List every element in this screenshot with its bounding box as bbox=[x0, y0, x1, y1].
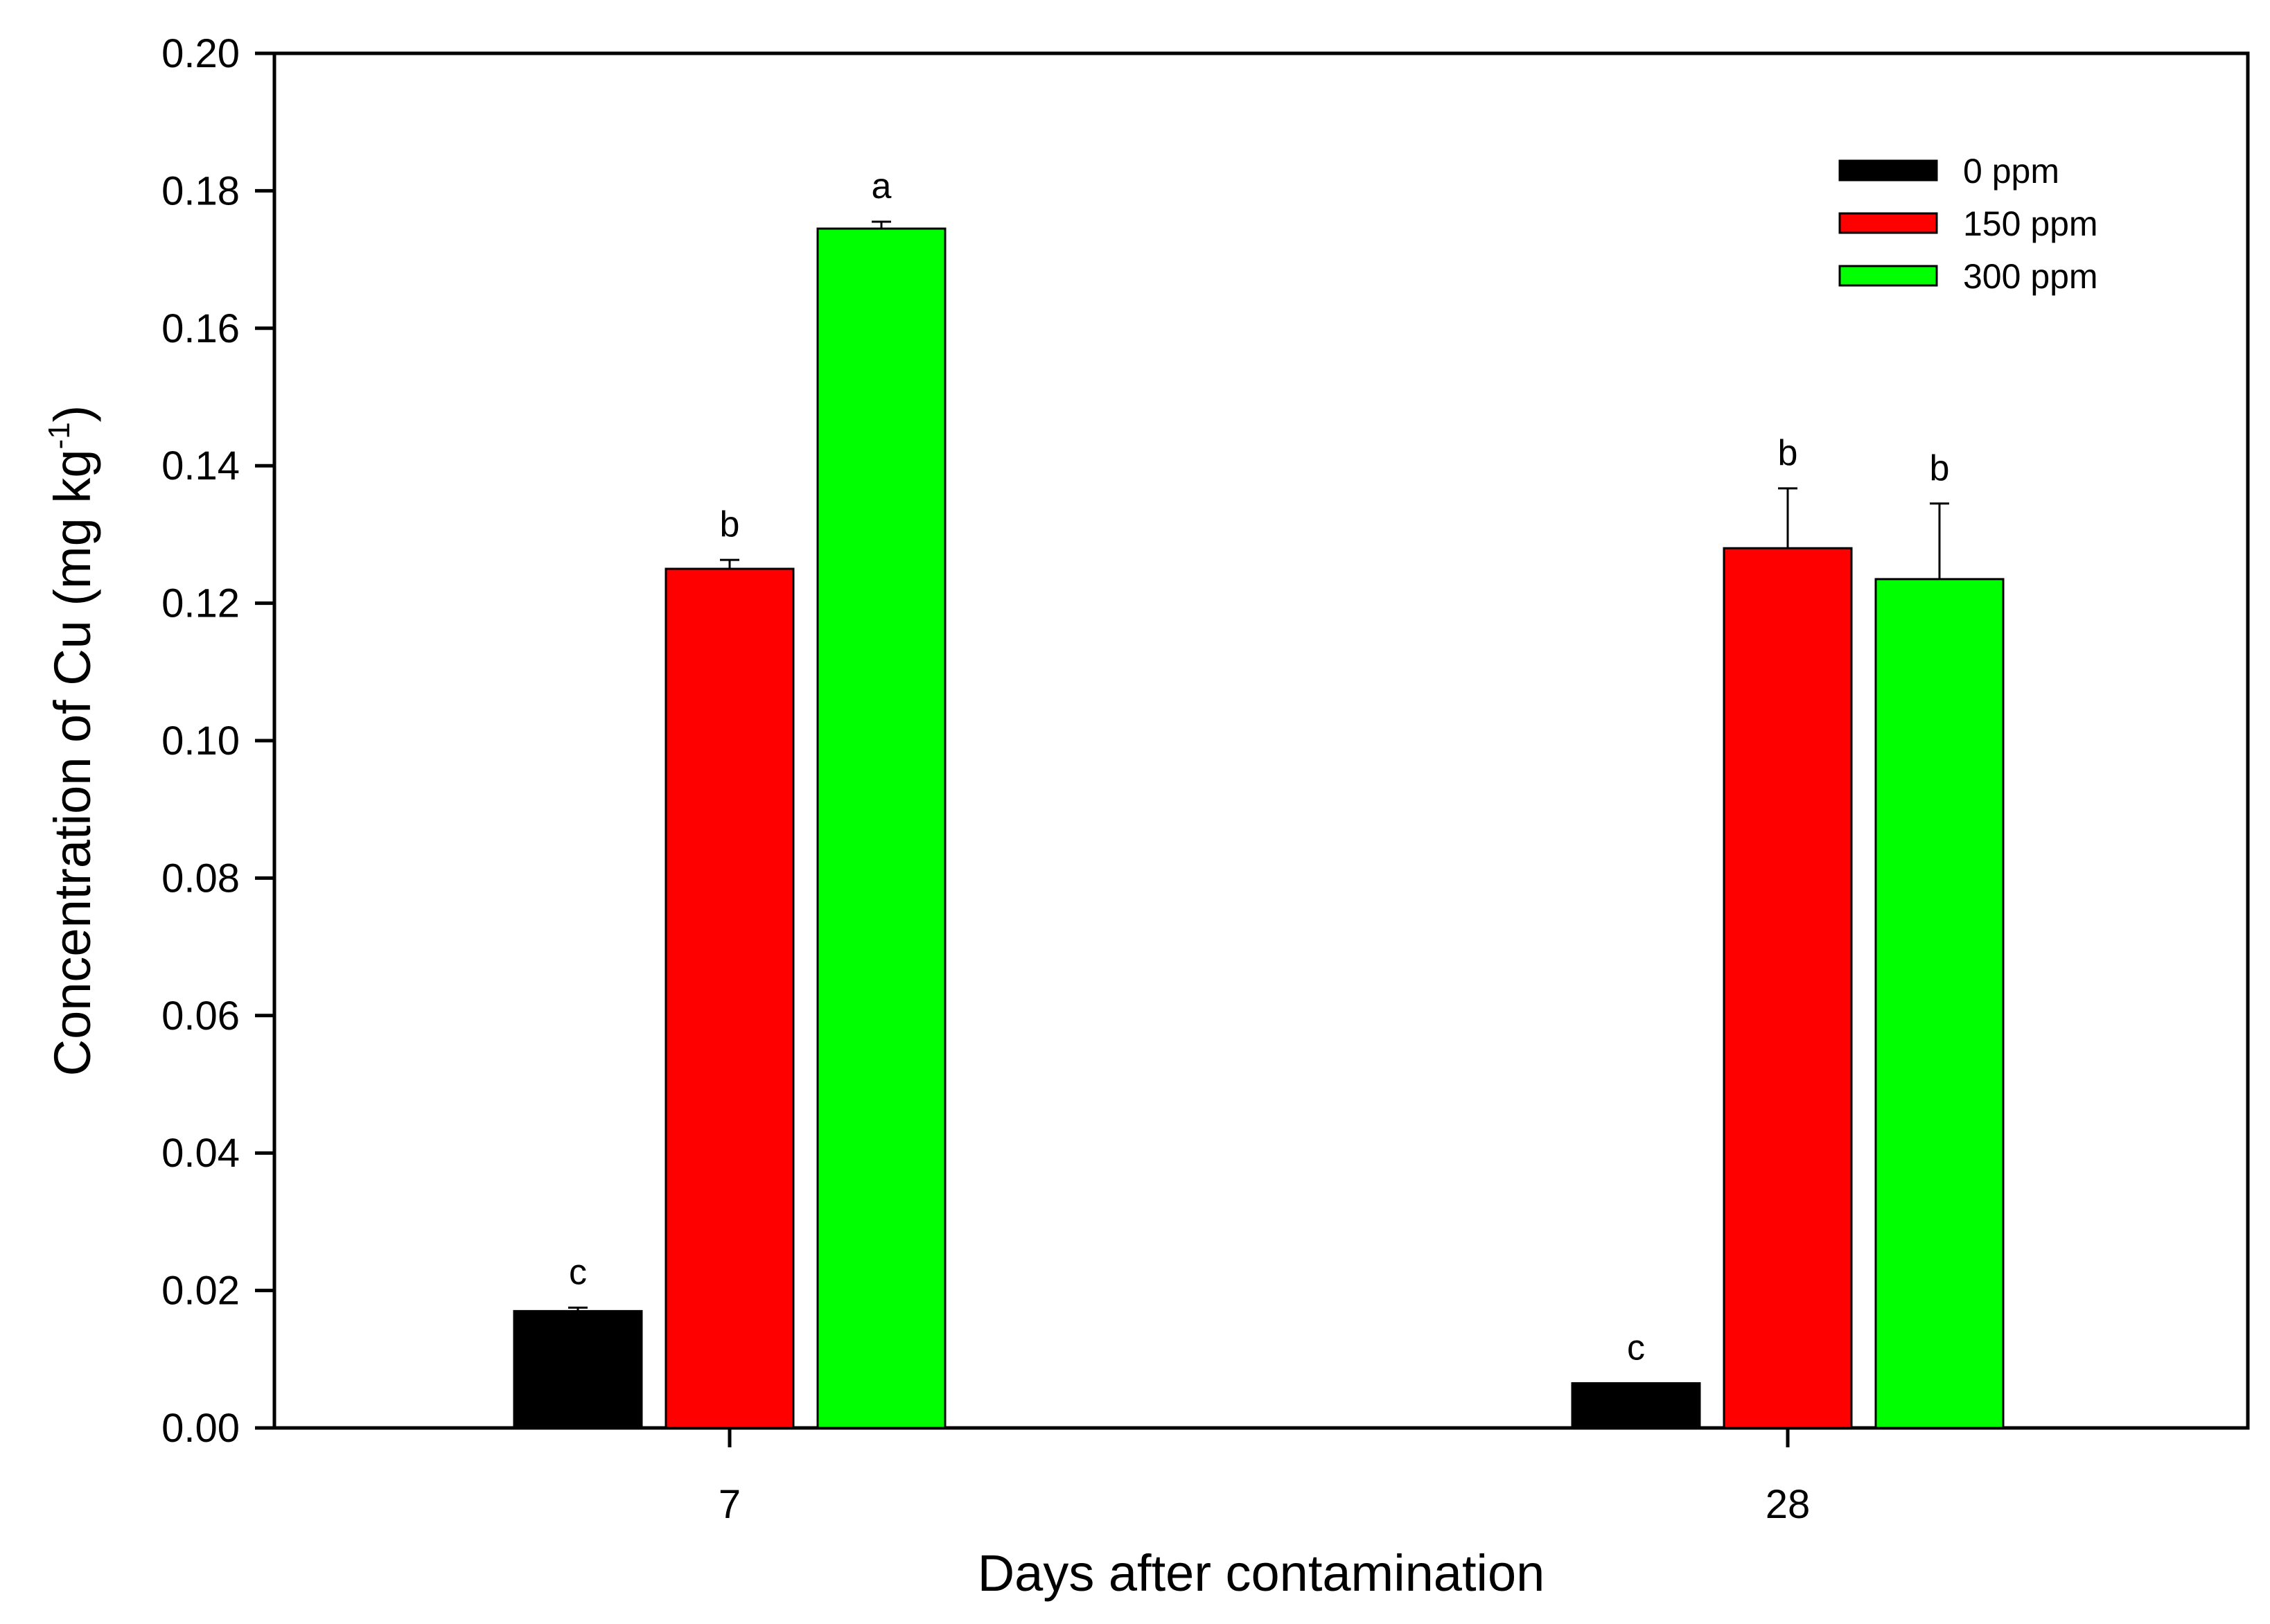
bar bbox=[1874, 578, 2005, 1429]
significance-label: b bbox=[720, 504, 740, 545]
y-tick-label: 0.08 bbox=[161, 856, 240, 901]
y-tick-label: 0.02 bbox=[161, 1269, 240, 1314]
significance-label: c bbox=[569, 1252, 587, 1292]
x-axis: 7 28 bbox=[719, 1428, 1810, 1527]
legend: 0 ppm 150 ppm 300 ppm bbox=[1838, 152, 2098, 296]
x-axis-title: Days after contamination bbox=[978, 1544, 1545, 1602]
y-tick-label: 0.00 bbox=[161, 1406, 240, 1451]
y-tick-label: 0.04 bbox=[161, 1131, 240, 1176]
bar bbox=[665, 567, 795, 1429]
y-axis-title-suffix: ) bbox=[44, 405, 101, 423]
y-tick-label: 0.20 bbox=[161, 31, 240, 76]
bar-series-group: c b a c b b bbox=[513, 166, 2005, 1429]
significance-label: b bbox=[1930, 448, 1950, 488]
y-axis-title-superscript: -1 bbox=[42, 422, 76, 449]
y-tick-label: 0.06 bbox=[161, 994, 240, 1039]
legend-swatch bbox=[1838, 212, 1938, 234]
x-tick-label: 28 bbox=[1766, 1482, 1811, 1527]
y-tick-label: 0.12 bbox=[161, 581, 240, 626]
significance-label: c bbox=[1627, 1328, 1645, 1368]
y-tick-label: 0.10 bbox=[161, 718, 240, 764]
bar bbox=[1571, 1382, 1701, 1429]
y-axis-title-main: Concentration of Cu (mg kg bbox=[44, 449, 101, 1076]
legend-label: 0 ppm bbox=[1963, 152, 2059, 191]
legend-label: 300 ppm bbox=[1963, 257, 2098, 296]
y-tick-label: 0.18 bbox=[161, 168, 240, 213]
x-tick-label: 7 bbox=[719, 1482, 741, 1527]
bar bbox=[1723, 547, 1853, 1429]
legend-swatch bbox=[1838, 265, 1938, 287]
y-tick-label: 0.14 bbox=[161, 443, 240, 488]
legend-swatch bbox=[1838, 159, 1938, 182]
bar bbox=[513, 1309, 643, 1429]
y-tick-label: 0.16 bbox=[161, 306, 240, 351]
significance-label: b bbox=[1778, 433, 1798, 473]
bar bbox=[816, 227, 947, 1429]
y-axis-title: Concentration of Cu (mg kg-1) bbox=[42, 405, 101, 1077]
y-axis: 0.00 0.02 0.04 0.06 0.08 0.10 0.12 0.14 0.16 0.18… bbox=[161, 31, 274, 1451]
significance-label: a bbox=[872, 166, 892, 206]
legend-label: 150 ppm bbox=[1963, 204, 2098, 243]
